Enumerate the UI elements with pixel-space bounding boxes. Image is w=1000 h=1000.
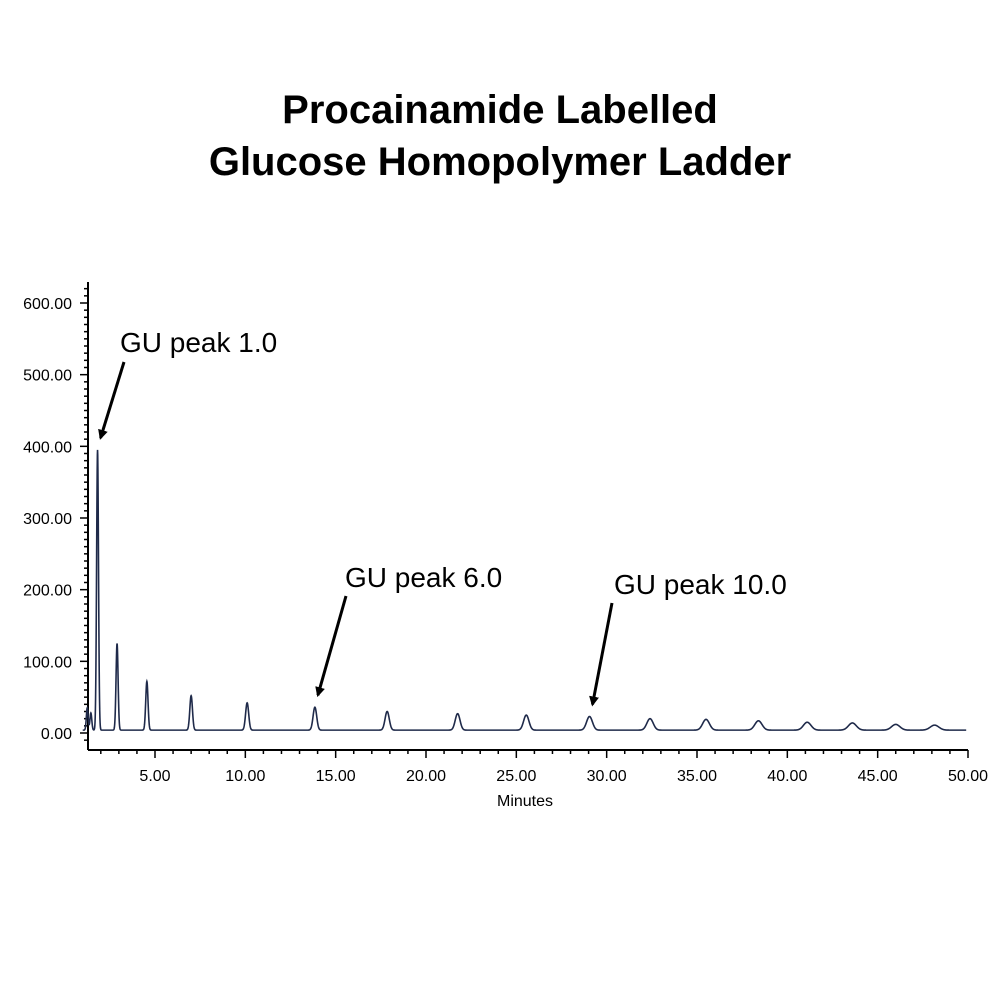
y-tick-label: 400.00 xyxy=(23,439,72,456)
y-tick-label: 500.00 xyxy=(23,368,72,385)
y-tick-label: 0.00 xyxy=(41,726,72,743)
annotation-arrow xyxy=(315,595,348,698)
x-tick-label: 15.00 xyxy=(316,768,356,785)
x-tick-label: 25.00 xyxy=(496,768,536,785)
chromatogram-trace xyxy=(82,449,967,731)
x-axis-title: Minutes xyxy=(497,793,553,810)
x-tick-label: 35.00 xyxy=(677,768,717,785)
x-tick-label: 45.00 xyxy=(858,768,898,785)
series-group xyxy=(82,449,967,731)
chart-title: Procainamide Labelled Glucose Homopolyme… xyxy=(0,84,1000,188)
y-tick-label: 100.00 xyxy=(23,654,72,671)
x-tick-label: 5.00 xyxy=(139,768,170,785)
chart-title-line-2: Glucose Homopolymer Ladder xyxy=(208,140,792,184)
annotation-label: GU peak 1.0 xyxy=(120,327,277,358)
annotation-arrow xyxy=(589,602,614,707)
y-tick-label: 600.00 xyxy=(23,296,72,313)
y-tick-label: 300.00 xyxy=(23,511,72,528)
x-tick-label: 10.00 xyxy=(225,768,265,785)
annotation-arrow xyxy=(98,361,126,440)
annotation-label: GU peak 6.0 xyxy=(345,562,502,593)
annotation-label: GU peak 10.0 xyxy=(614,569,787,600)
annotations-group: GU peak 1.0 GU peak 6.0 GU peak 10.0 xyxy=(98,327,787,707)
chart-title-line-1: Procainamide Labelled xyxy=(282,88,718,132)
x-tick-label: 50.00 xyxy=(948,768,988,785)
x-tick-label: 20.00 xyxy=(406,768,446,785)
y-tick-label: 200.00 xyxy=(23,583,72,600)
x-tick-label: 30.00 xyxy=(587,768,627,785)
axes-group: 0.00 100.00 200.00 300.00 400.00 500.00 600.00… xyxy=(23,282,988,785)
x-tick-label: 40.00 xyxy=(767,768,807,785)
